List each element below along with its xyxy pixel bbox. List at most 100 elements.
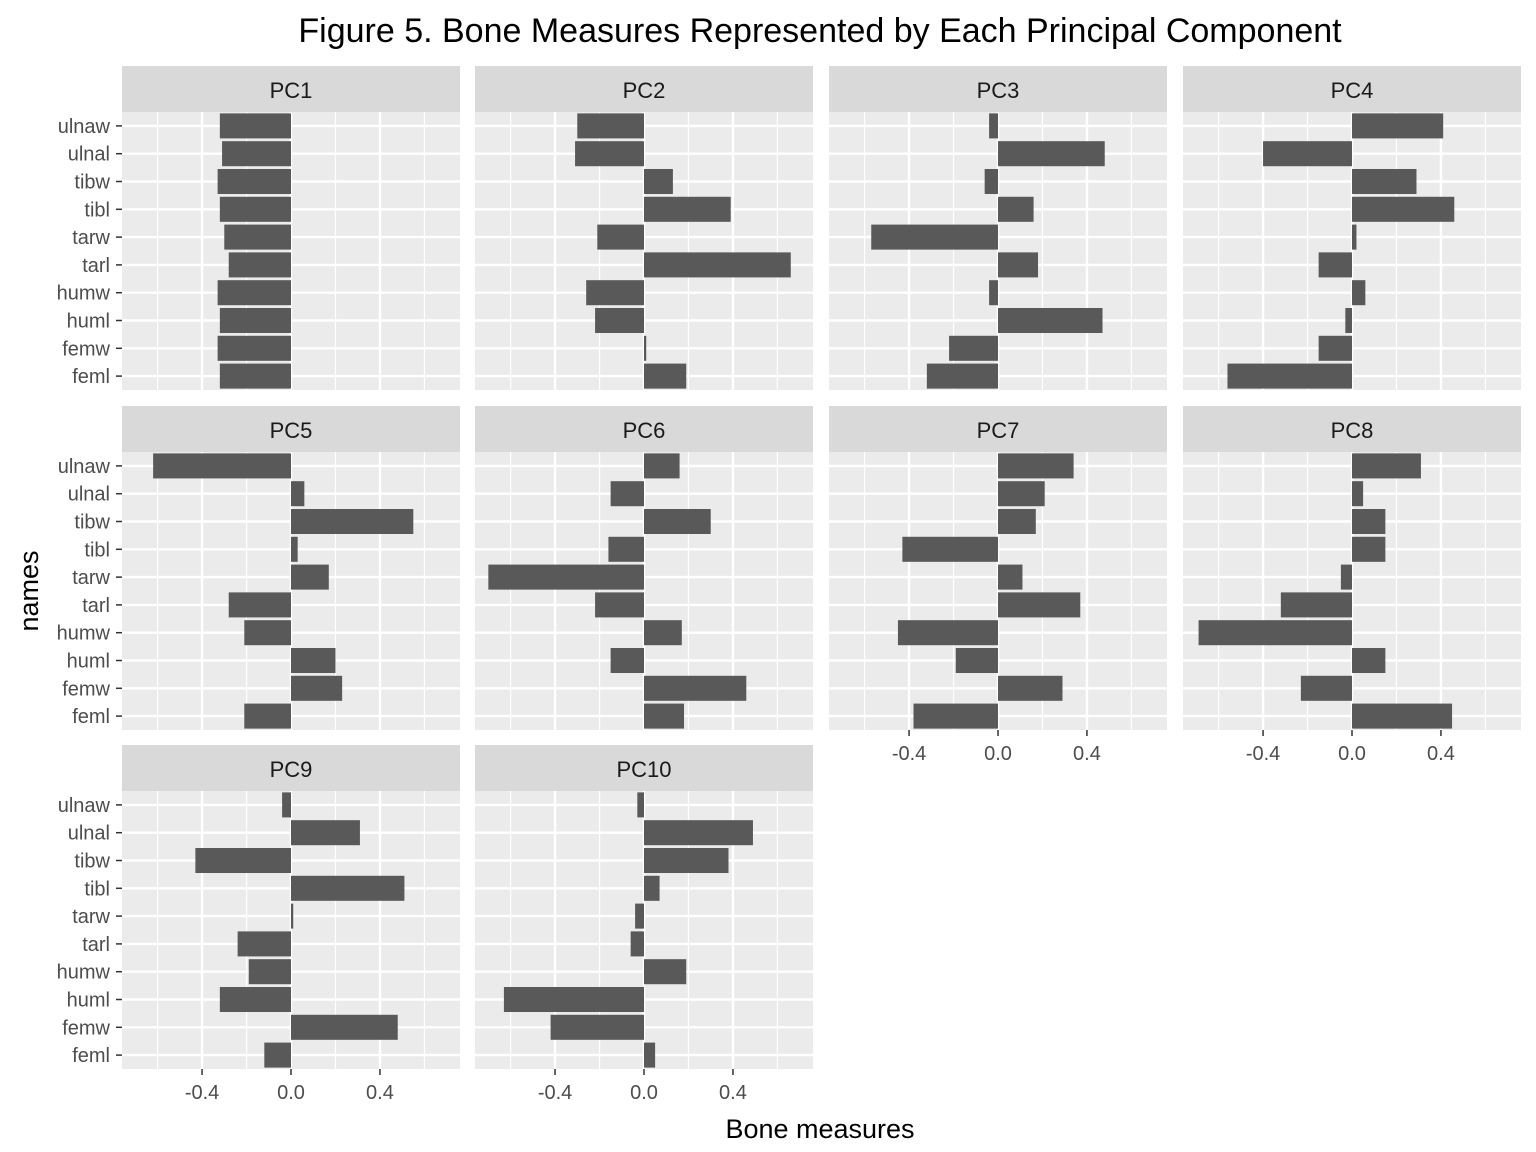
x-tick-label: 0.0 <box>277 1082 305 1104</box>
bar <box>291 564 329 590</box>
bar <box>984 168 998 195</box>
bar <box>228 252 291 278</box>
bar <box>248 959 291 985</box>
y-tick-label: tarw <box>72 227 110 249</box>
x-tick-label: -0.4 <box>185 1082 219 1104</box>
bar <box>1352 280 1366 306</box>
x-tick-label: 0.0 <box>630 1082 658 1104</box>
bar <box>1352 508 1386 535</box>
bar <box>264 1042 291 1068</box>
bar <box>1352 453 1421 479</box>
facet-panel: PC3 <box>829 66 1167 390</box>
y-tick-label: huml <box>67 311 110 333</box>
bar <box>630 931 644 957</box>
facet-strip <box>1183 66 1521 112</box>
bar <box>902 536 998 562</box>
bar <box>244 703 291 729</box>
bar <box>989 280 998 306</box>
facet-panel: PC6 <box>475 406 813 730</box>
y-tick-label: tibl <box>84 539 110 561</box>
bar <box>1300 675 1352 701</box>
bar <box>1352 196 1455 222</box>
bar <box>998 453 1074 479</box>
bar <box>291 1014 398 1040</box>
facet-panels: PC1 ulnaw ulnal tibw tibl tarw tarl humw huml fem… <box>57 66 1521 1104</box>
y-tick-label: tibl <box>84 878 110 900</box>
bar <box>644 820 753 846</box>
bar <box>998 141 1105 167</box>
bar <box>610 481 644 507</box>
y-tick-label: feml <box>72 706 110 728</box>
bar <box>998 564 1023 590</box>
facet-panel: PC10 -0.4 0.0 0.4 <box>475 745 813 1104</box>
x-tick-label: 0.4 <box>1073 743 1101 765</box>
bar <box>998 252 1039 278</box>
bar <box>217 168 291 195</box>
x-tick-label: -0.4 <box>538 1082 572 1104</box>
bar <box>644 620 682 646</box>
x-tick-label: -0.4 <box>1246 743 1280 765</box>
facet-label: PC9 <box>270 757 313 782</box>
bar <box>195 847 291 874</box>
bar <box>998 481 1045 507</box>
bar <box>219 986 291 1013</box>
y-tick-label: ulnal <box>68 484 110 506</box>
bar <box>644 363 687 389</box>
y-tick-label: tibw <box>74 851 110 873</box>
x-tick-label: 0.0 <box>984 743 1012 765</box>
facet-strip <box>1183 406 1521 452</box>
bar <box>644 196 731 222</box>
x-tick-label: -0.4 <box>892 743 926 765</box>
facet-strip <box>122 66 460 112</box>
bar <box>1352 536 1386 562</box>
bar <box>595 592 644 618</box>
bar <box>608 536 644 562</box>
y-tick-label: humw <box>57 623 111 645</box>
y-tick-label: femw <box>62 338 110 360</box>
bar <box>644 847 729 874</box>
bar <box>926 363 998 389</box>
facet-strip <box>122 406 460 452</box>
bar <box>1227 363 1352 389</box>
facet-strip <box>829 406 1167 452</box>
bar <box>282 792 291 818</box>
bar <box>217 280 291 306</box>
facet-panel: PC1 ulnaw ulnal tibw tibl tarw tarl humw huml fem… <box>57 66 460 390</box>
facet-strip <box>829 66 1167 112</box>
bar <box>1352 481 1364 507</box>
bar <box>237 931 291 957</box>
facet-strip <box>122 745 460 791</box>
bar <box>244 620 291 646</box>
bar <box>644 252 791 278</box>
bar <box>913 703 998 729</box>
bar <box>219 196 291 222</box>
y-tick-label: tibl <box>84 199 110 221</box>
facet-panel: PC8 -0.4 0.0 0.4 <box>1183 406 1521 765</box>
bar <box>291 675 343 701</box>
facet-strip <box>475 406 813 452</box>
bar <box>586 280 644 306</box>
bar <box>949 335 998 361</box>
bar <box>291 875 405 901</box>
bar <box>998 592 1081 618</box>
facet-label: PC8 <box>1331 418 1374 443</box>
bar <box>998 675 1063 701</box>
bar <box>644 168 673 195</box>
bar <box>219 307 291 334</box>
bar <box>219 363 291 389</box>
y-tick-label: tarl <box>82 595 110 617</box>
bar <box>575 141 644 167</box>
y-tick-label: feml <box>72 1045 110 1067</box>
bar <box>222 141 291 167</box>
y-tick-label: ulnaw <box>58 795 111 817</box>
bar <box>291 508 414 535</box>
y-tick-label: huml <box>67 990 110 1012</box>
y-tick-label: tarw <box>72 567 110 589</box>
y-tick-label: femw <box>62 1017 110 1039</box>
y-tick-label: ulnaw <box>58 456 111 478</box>
y-tick-label: humw <box>57 283 111 305</box>
y-tick-label: tarw <box>72 906 110 928</box>
y-tick-label: tarl <box>82 934 110 956</box>
bar <box>1263 141 1352 167</box>
x-tick-label: 0.0 <box>1338 743 1366 765</box>
